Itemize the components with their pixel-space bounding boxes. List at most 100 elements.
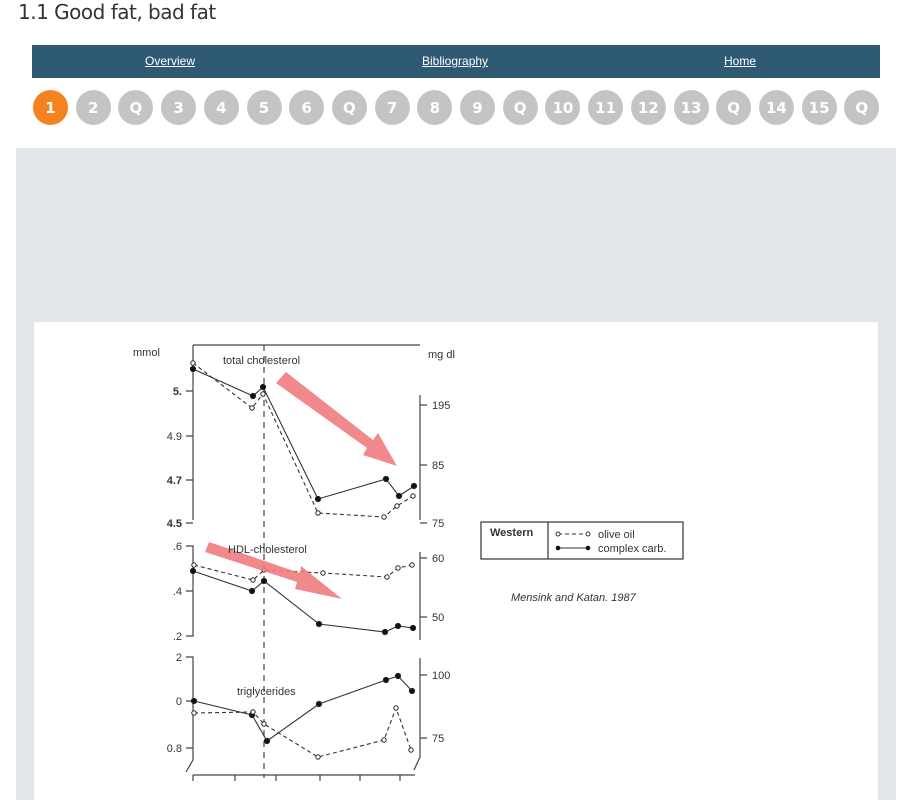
page-button-17[interactable]: Q (716, 90, 752, 125)
total-complex-carb-point (249, 392, 257, 400)
trig-right-axis (413, 658, 427, 771)
tick: 4.7 (167, 475, 182, 487)
trig-olive-oil-point (250, 709, 256, 715)
total-olive-oil-point (315, 510, 321, 516)
page-button-20[interactable]: Q (844, 90, 880, 125)
arrow-hdl-decrease (205, 542, 342, 599)
total-complex-carb-point (395, 492, 403, 500)
total-complex-carb-point (189, 365, 197, 373)
hdl-complex-carb-point (381, 628, 389, 636)
total-olive-oil-point (410, 493, 416, 499)
trig-olive-oil-point (261, 721, 267, 727)
trig-complex-carb-point (315, 700, 323, 708)
hdl-olive-oil-point (250, 577, 256, 583)
page-button-12[interactable]: Q (502, 90, 538, 125)
tick: 2 (176, 652, 182, 664)
figure-image (34, 322, 878, 800)
page-button-1[interactable]: 1 (33, 90, 68, 125)
total-left-ticks (186, 390, 193, 524)
total-complex-carb-point (410, 482, 418, 490)
total-label: total cholesterol (223, 355, 300, 367)
tick: 75 (432, 518, 444, 530)
page-button-2[interactable]: 2 (75, 90, 111, 125)
tick: 60 (432, 553, 444, 565)
legend-group: Western (490, 527, 533, 539)
hdl-olive-oil-point (409, 562, 415, 568)
page-title: 1.1 Good fat, bad fat (18, 0, 216, 24)
hdl-right-axis (419, 552, 427, 640)
trig-olive-oil-point (315, 754, 321, 760)
tick: .2 (173, 631, 182, 643)
tick: 4.5 (167, 518, 182, 530)
page-button-8[interactable]: Q (331, 90, 367, 125)
hdl-olive-oil-point (384, 574, 390, 580)
total-right-ticks (420, 404, 427, 524)
hdl-left-axis (186, 545, 194, 637)
nav-link-home[interactable]: Home (724, 54, 757, 68)
total-olive-oil-point (190, 360, 196, 366)
nav-link-overview[interactable]: Overview (145, 54, 196, 68)
hdl-olive-oil-point (320, 570, 326, 576)
tick: 100 (432, 670, 450, 682)
page-button-13[interactable]: 10 (545, 90, 581, 125)
page-button-7[interactable]: 6 (289, 90, 325, 125)
page-button-18[interactable]: 14 (758, 90, 794, 125)
trig-complex-carb-point (408, 687, 416, 695)
total-olive-oil-point (394, 503, 400, 509)
tick: .6 (173, 541, 182, 553)
hdl-olive-oil-point (395, 565, 401, 571)
page-button-6[interactable]: 5 (246, 90, 282, 125)
page-button-14[interactable]: 11 (588, 90, 624, 125)
total-axes (192, 344, 421, 520)
legend-complex-carb: complex carb. (598, 543, 666, 555)
nav-link-bibliography[interactable]: Bibliography (422, 54, 489, 68)
tick: 5. (173, 386, 182, 398)
tick: 0.8 (167, 743, 182, 755)
page-button-19[interactable]: 15 (801, 90, 837, 125)
total-olive-oil-point (260, 391, 266, 397)
tick: 50 (432, 612, 444, 624)
top-navbar: Overview Bibliography Home (32, 45, 880, 78)
hdl-complex-carb-point (248, 587, 256, 595)
total-olive-oil-point (249, 405, 255, 411)
tick: 85 (432, 460, 444, 472)
right-unit-label: mg dl (428, 349, 455, 361)
total-complex-carb-point (259, 383, 267, 391)
page-button-3[interactable]: Q (118, 90, 154, 125)
hdl-complex-carb-point (260, 577, 268, 585)
tick: 0 (176, 696, 182, 708)
hdl-olive-oil-point (191, 562, 197, 568)
tick: 195 (432, 400, 450, 412)
page-button-4[interactable]: 3 (161, 90, 197, 125)
trig-olive-oil-point (191, 710, 197, 716)
citation: Mensink and Katan. 1987 (511, 592, 637, 604)
total-olive-oil-point (381, 514, 387, 520)
page-button-15[interactable]: 12 (630, 90, 666, 125)
hdl-complex-carb-point (409, 624, 417, 632)
tick: .4 (173, 586, 182, 598)
time-axis (192, 774, 415, 781)
total-complex-carb-point (382, 475, 390, 483)
legend: Western olive oil complex carb. (480, 521, 684, 560)
trig-olive-oil-point (381, 737, 387, 743)
arrow-total-decrease (276, 372, 397, 466)
trig-complex-carb-point (394, 672, 402, 680)
page-button-10[interactable]: 8 (417, 90, 453, 125)
trig-label: triglycerides (237, 686, 296, 698)
tick: 4.9 (167, 431, 182, 443)
page-button-16[interactable]: 13 (673, 90, 709, 125)
trig-olive-oil-point (393, 705, 399, 711)
page-button-5[interactable]: 4 (203, 90, 239, 125)
page-button-9[interactable]: 7 (374, 90, 410, 125)
trig-complex-carb-point (382, 676, 390, 684)
tick: 75 (432, 733, 444, 745)
trig-olive-oil-point (408, 747, 414, 753)
hdl-complex-carb-point (315, 620, 323, 628)
hdl-label: HDL-cholesterol (228, 544, 307, 556)
trig-complex-carb-line (193, 675, 413, 742)
trig-complex-carb-point (263, 737, 271, 745)
trig-complex-carb-point (190, 697, 198, 705)
page-button-11[interactable]: 9 (460, 90, 495, 125)
legend-olive-oil: olive oil (598, 529, 635, 541)
